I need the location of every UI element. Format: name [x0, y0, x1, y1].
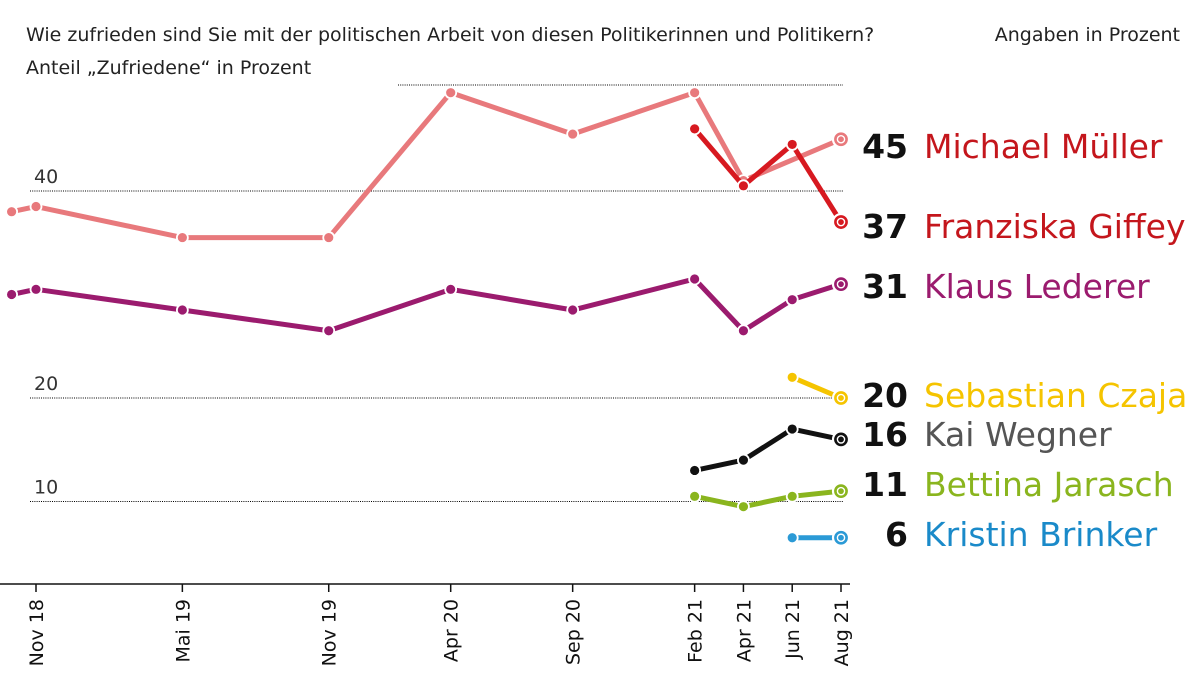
- point-klaus-lederer-nov-18: [29, 282, 43, 296]
- point-ring-klaus-lederer: [836, 279, 846, 289]
- point-klaus-lederer-jun-21: [785, 293, 799, 307]
- series-line-kai-wegner: [692, 426, 844, 473]
- value-label-kai-wegner: 16: [862, 415, 908, 454]
- series-label-franziska-giffey: Franziska Giffey: [924, 207, 1186, 246]
- point-bettina-jarasch-apr-21: [737, 500, 750, 514]
- point-franziska-giffey-jun-21: [785, 138, 799, 151]
- series-label-kai-wegner: Kai Wegner: [924, 415, 1112, 454]
- point-ring-kristin-brinker: [836, 533, 846, 543]
- point-michael-mueller-aug-21: [831, 130, 851, 149]
- y-tick-label-10: 10: [34, 477, 58, 499]
- point-franziska-giffey-aug-21: [831, 212, 851, 232]
- point-klaus-lederer-sep-20: [566, 303, 580, 317]
- point-sebastian-czaja-jun-21: [785, 370, 799, 384]
- x-tick-label-aug-21: Aug 21: [831, 599, 853, 666]
- point-sebastian-czaja-aug-21: [831, 388, 851, 408]
- value-label-bettina-jarasch: 11: [862, 465, 908, 504]
- series-line-bettina-jarasch: [692, 488, 844, 510]
- point-klaus-lederer-nov-19: [322, 324, 336, 338]
- point-kai-wegner-apr-21: [737, 453, 750, 467]
- point-klaus-lederer-feb-21: [688, 272, 702, 286]
- point-michael-mueller-apr-20: [444, 86, 458, 100]
- x-tick-label-feb-21: Feb 21: [685, 599, 707, 663]
- point-klaus-lederer-okt-18: [5, 288, 19, 301]
- point-franziska-giffey-feb-21: [688, 122, 702, 136]
- point-michael-mueller-sep-20: [566, 127, 580, 141]
- point-bettina-jarasch-feb-21: [688, 489, 702, 503]
- x-tick-label-sep-20: Sep 20: [563, 599, 585, 665]
- series-label-michael-mueller: Michael Müller: [924, 127, 1163, 166]
- x-tick-label-jun-21: Jun 21: [782, 599, 804, 660]
- point-kai-wegner-jun-21: [785, 422, 799, 436]
- point-kristin-brinker-jun-21: [785, 531, 799, 545]
- chart-subtitle: Anteil „Zufriedene“ in Prozent: [26, 57, 312, 79]
- y-tick-label-20: 20: [34, 373, 58, 395]
- point-klaus-lederer-apr-20: [444, 282, 458, 296]
- series-line-franziska-giffey: [692, 126, 844, 225]
- point-ring-sebastian-czaja: [836, 393, 846, 403]
- x-tick-label-apr-20: Apr 20: [441, 599, 463, 662]
- point-klaus-lederer-apr-21: [737, 324, 750, 338]
- point-michael-mueller-feb-21: [688, 86, 702, 100]
- series-label-klaus-lederer: Klaus Lederer: [924, 267, 1150, 306]
- point-klaus-lederer-aug-21: [831, 275, 851, 294]
- point-ring-bettina-jarasch: [836, 486, 846, 496]
- series-label-kristin-brinker: Kristin Brinker: [924, 515, 1158, 554]
- x-tick-label-nov-18: Nov 18: [26, 599, 48, 666]
- point-ring-kai-wegner: [836, 435, 846, 444]
- point-kai-wegner-feb-21: [688, 464, 702, 477]
- x-tick-label-mai-19: Mai 19: [172, 599, 194, 663]
- series-label-sebastian-czaja: Sebastian Czaja: [924, 376, 1187, 415]
- point-kristin-brinker-aug-21: [831, 528, 851, 547]
- point-ring-franziska-giffey: [836, 217, 846, 227]
- value-label-kristin-brinker: 6: [885, 515, 908, 554]
- point-michael-mueller-nov-19: [322, 231, 336, 244]
- unit-note: Angaben in Prozent: [994, 24, 1180, 46]
- point-klaus-lederer-mai-19: [175, 303, 189, 317]
- value-label-sebastian-czaja: 20: [862, 376, 908, 415]
- point-kai-wegner-aug-21: [831, 430, 851, 449]
- point-franziska-giffey-apr-21: [737, 179, 750, 193]
- point-michael-mueller-nov-18: [29, 200, 43, 213]
- series-line-michael-mueller: [9, 90, 844, 241]
- value-label-franziska-giffey: 37: [862, 207, 908, 246]
- series-line-klaus-lederer: [9, 276, 844, 334]
- y-tick-label-40: 40: [34, 166, 58, 188]
- series-label-bettina-jarasch: Bettina Jarasch: [924, 465, 1174, 504]
- value-label-michael-mueller: 45: [862, 127, 908, 166]
- x-tick-label-apr-21: Apr 21: [733, 599, 755, 662]
- point-michael-mueller-mai-19: [175, 231, 189, 244]
- point-ring-michael-mueller: [836, 134, 846, 144]
- point-michael-mueller-okt-18: [5, 205, 19, 219]
- x-tick-label-nov-19: Nov 19: [319, 599, 341, 666]
- value-label-klaus-lederer: 31: [862, 267, 908, 306]
- chart-title: Wie zufrieden sind Sie mit der politisch…: [26, 24, 875, 46]
- point-bettina-jarasch-aug-21: [831, 482, 851, 501]
- point-bettina-jarasch-jun-21: [785, 489, 799, 503]
